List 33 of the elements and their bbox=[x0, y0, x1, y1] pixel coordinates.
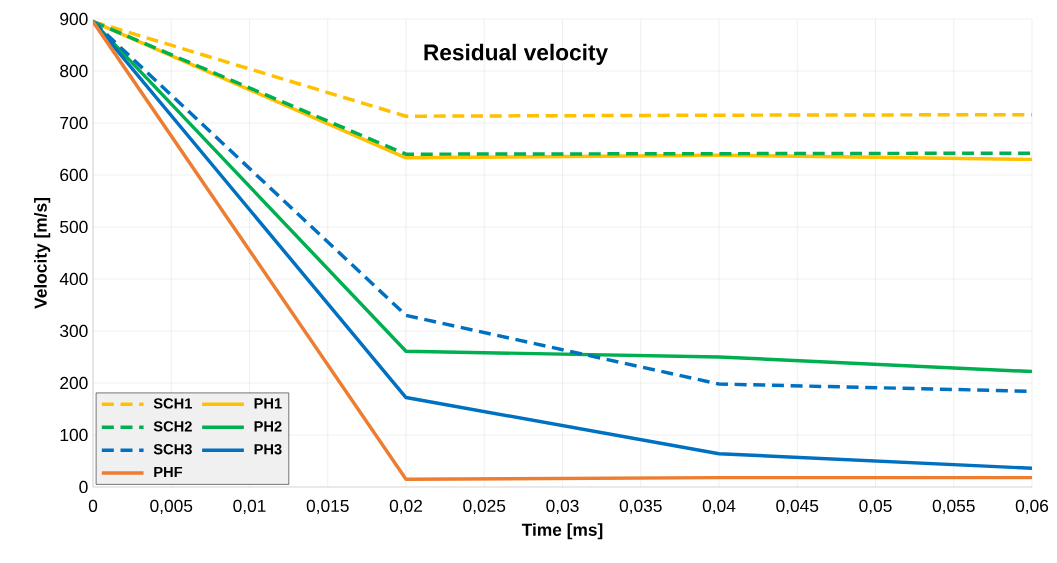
y-tick-label: 900 bbox=[60, 12, 88, 26]
x-tick-label: 0,05 bbox=[859, 499, 892, 515]
y-tick-label: 0 bbox=[79, 480, 88, 494]
y-tick-label: 100 bbox=[60, 428, 88, 442]
x-tick-label: 0,01 bbox=[233, 499, 266, 515]
x-tick-label: 0,04 bbox=[702, 499, 736, 515]
y-tick-label: 700 bbox=[60, 116, 88, 130]
y-axis-title: Velocity [m/s] bbox=[34, 198, 51, 309]
legend-label: PH1 bbox=[254, 398, 282, 409]
x-tick-label: 0,015 bbox=[306, 499, 349, 515]
y-tick-label: 600 bbox=[60, 168, 88, 182]
x-tick-label: 0,055 bbox=[932, 499, 975, 515]
x-tick-label: 0,02 bbox=[389, 499, 422, 515]
y-tick-label: 300 bbox=[60, 324, 88, 338]
y-tick-label: 800 bbox=[60, 64, 88, 78]
y-tick-label: 400 bbox=[59, 272, 88, 286]
legend-label: PHF bbox=[154, 466, 183, 478]
legend-label: SCH3 bbox=[153, 444, 192, 455]
legend-label: SCH2 bbox=[153, 421, 192, 432]
y-tick-label: 200 bbox=[60, 376, 88, 390]
x-axis-title: Time [ms] bbox=[521, 523, 603, 540]
x-tick-label: 0,025 bbox=[463, 499, 506, 515]
legend-label: PH3 bbox=[254, 444, 282, 455]
legend-label: SCH1 bbox=[153, 398, 192, 409]
x-tick-label: 0 bbox=[88, 499, 98, 512]
x-tick-label: 0,06 bbox=[1015, 499, 1049, 515]
x-tick-label: 0,035 bbox=[619, 499, 662, 515]
y-tick-label: 500 bbox=[60, 220, 88, 234]
legend-label: PH2 bbox=[254, 421, 282, 432]
text: Residual velocity bbox=[424, 43, 608, 65]
x-tick-label: 0,03 bbox=[546, 499, 579, 515]
x-tick-label: 0,045 bbox=[776, 499, 819, 515]
x-tick-label: 0,005 bbox=[150, 499, 193, 515]
